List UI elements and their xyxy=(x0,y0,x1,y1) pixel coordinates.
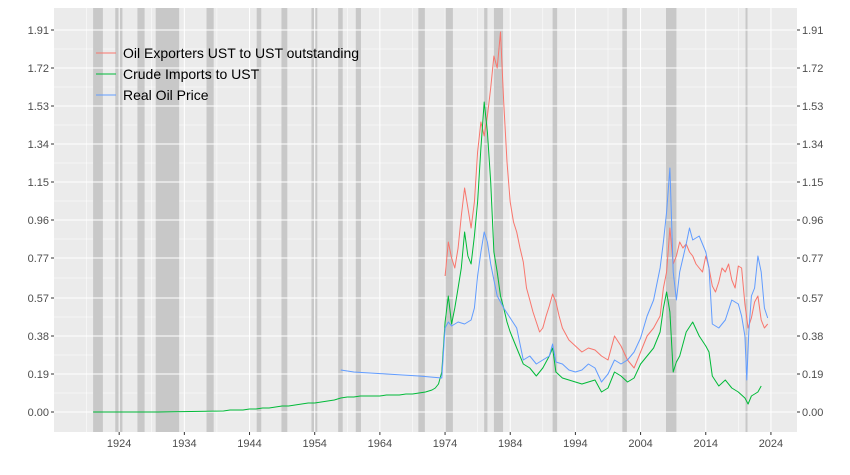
x-tick-label: 1984 xyxy=(498,438,522,450)
x-tick-label: 1964 xyxy=(368,438,392,450)
y-tick-label-right: 1.15 xyxy=(802,177,823,189)
y-tick-label-right: 1.53 xyxy=(802,101,823,113)
y-tick-label-left: 1.15 xyxy=(28,177,49,189)
y-tick-label-right: 0.00 xyxy=(802,407,823,419)
series-line-crude-imports-to-ust xyxy=(93,101,762,413)
y-tick-label-left: 0.96 xyxy=(28,215,49,227)
legend: Oil Exporters UST to UST outstanding Crud… xyxy=(96,45,359,103)
x-tick-label: 1954 xyxy=(302,438,326,450)
y-tick-label-left: 0.77 xyxy=(28,253,49,265)
x-tick-label: 1934 xyxy=(172,438,196,450)
y-tick-label-right: 1.91 xyxy=(802,25,823,37)
legend-label: Oil Exporters UST to UST outstanding xyxy=(123,45,359,61)
legend-label: Real Oil Price xyxy=(123,87,209,103)
x-tick-label: 1974 xyxy=(433,438,457,450)
series-line-oil-exporters-ust-to-ust-outstanding xyxy=(444,31,769,369)
y-axis-left: 0.00 0.19 0.38 0.57 0.77 0.96 1.15 1.34 1.53 1.72… xyxy=(28,25,54,419)
x-tick-label: 2024 xyxy=(759,438,783,450)
x-tick-label: 2004 xyxy=(628,438,652,450)
y-tick-label-right: 0.38 xyxy=(802,331,823,343)
series-lines xyxy=(93,31,769,413)
y-tick-label-right: 1.72 xyxy=(802,63,823,75)
y-tick-label-left: 1.34 xyxy=(28,139,49,151)
major-grid xyxy=(54,8,797,432)
y-tick-label-left: 1.91 xyxy=(28,25,49,37)
x-tick-label: 1944 xyxy=(237,438,261,450)
y-tick-label-right: 0.57 xyxy=(802,293,823,305)
y-axis-right: 0.00 0.19 0.38 0.57 0.77 0.96 1.15 1.34 1.53 1.72… xyxy=(797,25,823,419)
y-tick-label-left: 1.53 xyxy=(28,101,49,113)
x-tick-label: 2014 xyxy=(694,438,718,450)
y-tick-label-left: 0.57 xyxy=(28,293,49,305)
y-tick-label-right: 0.77 xyxy=(802,253,823,265)
y-tick-label-left: 0.19 xyxy=(28,369,49,381)
y-tick-label-right: 1.34 xyxy=(802,139,823,151)
y-tick-label-left: 0.38 xyxy=(28,331,49,343)
legend-label: Crude Imports to UST xyxy=(123,66,260,82)
x-tick-label: 1924 xyxy=(107,438,131,450)
y-tick-label-left: 0.00 xyxy=(28,407,49,419)
series-line-real-oil-price xyxy=(340,167,769,383)
y-tick-label-left: 1.72 xyxy=(28,63,49,75)
y-tick-label-right: 0.96 xyxy=(802,215,823,227)
y-tick-label-right: 0.19 xyxy=(802,369,823,381)
x-tick-label: 1994 xyxy=(563,438,587,450)
x-axis: 1924 1934 1944 1954 1964 1974 1984 1994 2004 2014… xyxy=(107,432,783,450)
